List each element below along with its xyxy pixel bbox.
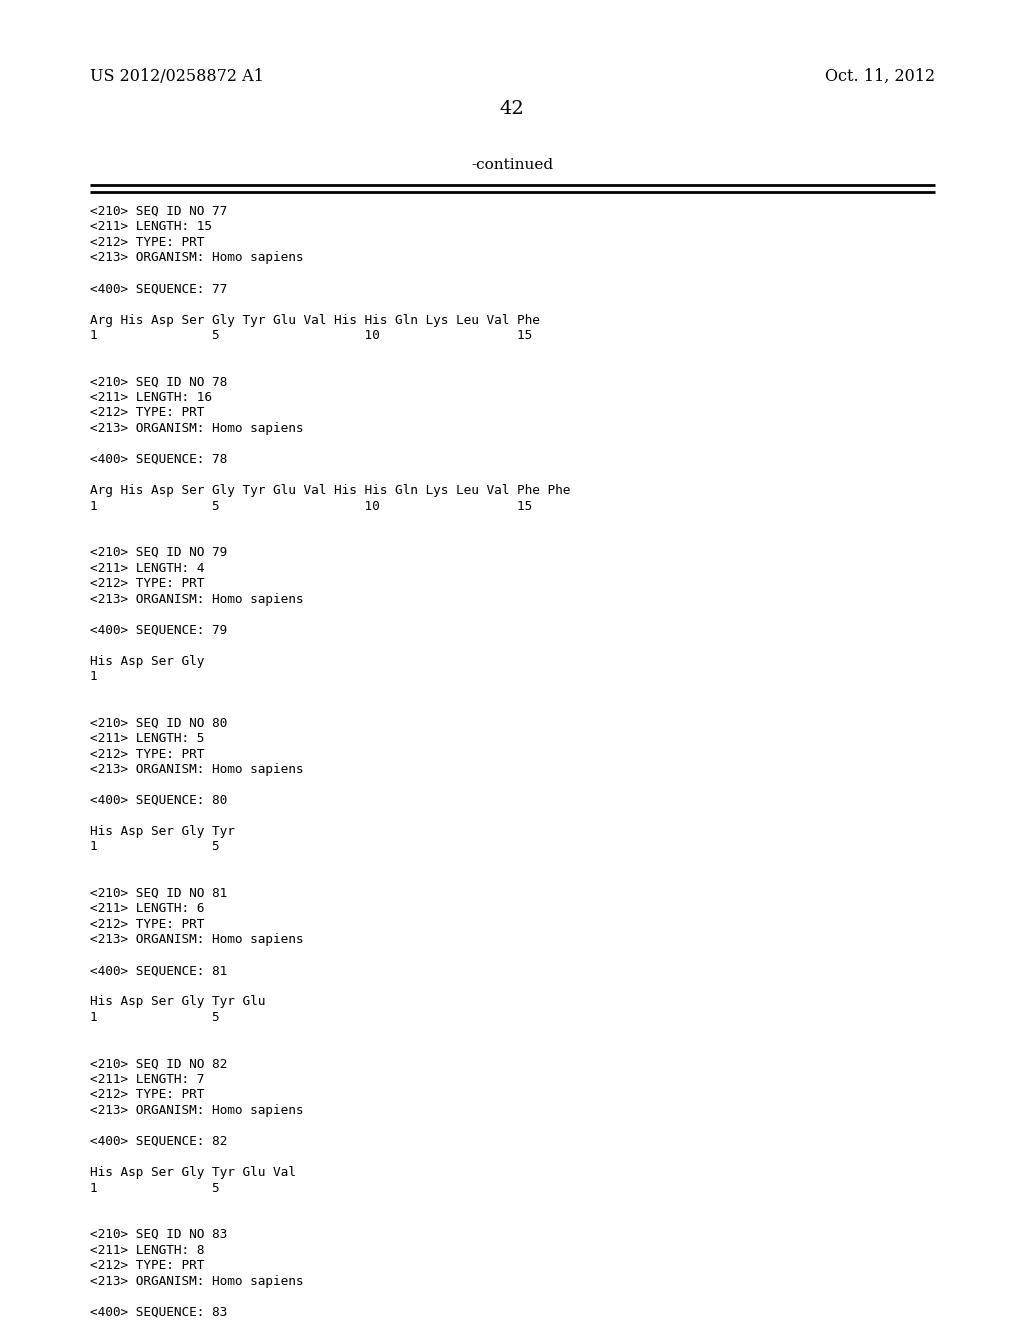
Text: <211> LENGTH: 5: <211> LENGTH: 5	[90, 733, 205, 744]
Text: <212> TYPE: PRT: <212> TYPE: PRT	[90, 577, 205, 590]
Text: <212> TYPE: PRT: <212> TYPE: PRT	[90, 236, 205, 249]
Text: <210> SEQ ID NO 83: <210> SEQ ID NO 83	[90, 1228, 227, 1241]
Text: <213> ORGANISM: Homo sapiens: <213> ORGANISM: Homo sapiens	[90, 933, 303, 946]
Text: 1               5: 1 5	[90, 1181, 219, 1195]
Text: <213> ORGANISM: Homo sapiens: <213> ORGANISM: Homo sapiens	[90, 252, 303, 264]
Text: <212> TYPE: PRT: <212> TYPE: PRT	[90, 407, 205, 420]
Text: <400> SEQUENCE: 82: <400> SEQUENCE: 82	[90, 1135, 227, 1148]
Text: -continued: -continued	[471, 158, 553, 172]
Text: 42: 42	[500, 100, 524, 117]
Text: 1               5                   10                  15: 1 5 10 15	[90, 499, 532, 512]
Text: US 2012/0258872 A1: US 2012/0258872 A1	[90, 69, 264, 84]
Text: <213> ORGANISM: Homo sapiens: <213> ORGANISM: Homo sapiens	[90, 1275, 303, 1287]
Text: <213> ORGANISM: Homo sapiens: <213> ORGANISM: Homo sapiens	[90, 1104, 303, 1117]
Text: <400> SEQUENCE: 77: <400> SEQUENCE: 77	[90, 282, 227, 296]
Text: <213> ORGANISM: Homo sapiens: <213> ORGANISM: Homo sapiens	[90, 763, 303, 776]
Text: <211> LENGTH: 6: <211> LENGTH: 6	[90, 903, 205, 916]
Text: <400> SEQUENCE: 78: <400> SEQUENCE: 78	[90, 453, 227, 466]
Text: <210> SEQ ID NO 79: <210> SEQ ID NO 79	[90, 546, 227, 558]
Text: <211> LENGTH: 4: <211> LENGTH: 4	[90, 561, 205, 574]
Text: <210> SEQ ID NO 82: <210> SEQ ID NO 82	[90, 1057, 227, 1071]
Text: <213> ORGANISM: Homo sapiens: <213> ORGANISM: Homo sapiens	[90, 422, 303, 436]
Text: 1: 1	[90, 671, 97, 682]
Text: 1               5: 1 5	[90, 1011, 219, 1024]
Text: His Asp Ser Gly: His Asp Ser Gly	[90, 655, 205, 668]
Text: 1               5: 1 5	[90, 841, 219, 854]
Text: <213> ORGANISM: Homo sapiens: <213> ORGANISM: Homo sapiens	[90, 593, 303, 606]
Text: <400> SEQUENCE: 83: <400> SEQUENCE: 83	[90, 1305, 227, 1319]
Text: <212> TYPE: PRT: <212> TYPE: PRT	[90, 747, 205, 760]
Text: <212> TYPE: PRT: <212> TYPE: PRT	[90, 917, 205, 931]
Text: <210> SEQ ID NO 78: <210> SEQ ID NO 78	[90, 375, 227, 388]
Text: <211> LENGTH: 15: <211> LENGTH: 15	[90, 220, 212, 234]
Text: <210> SEQ ID NO 77: <210> SEQ ID NO 77	[90, 205, 227, 218]
Text: <400> SEQUENCE: 79: <400> SEQUENCE: 79	[90, 623, 227, 636]
Text: His Asp Ser Gly Tyr Glu: His Asp Ser Gly Tyr Glu	[90, 995, 265, 1008]
Text: <211> LENGTH: 16: <211> LENGTH: 16	[90, 391, 212, 404]
Text: <212> TYPE: PRT: <212> TYPE: PRT	[90, 1259, 205, 1272]
Text: His Asp Ser Gly Tyr Glu Val: His Asp Ser Gly Tyr Glu Val	[90, 1166, 296, 1179]
Text: Arg His Asp Ser Gly Tyr Glu Val His His Gln Lys Leu Val Phe: Arg His Asp Ser Gly Tyr Glu Val His His …	[90, 314, 540, 326]
Text: Arg His Asp Ser Gly Tyr Glu Val His His Gln Lys Leu Val Phe Phe: Arg His Asp Ser Gly Tyr Glu Val His His …	[90, 484, 570, 498]
Text: <400> SEQUENCE: 80: <400> SEQUENCE: 80	[90, 795, 227, 807]
Text: <210> SEQ ID NO 80: <210> SEQ ID NO 80	[90, 717, 227, 730]
Text: <400> SEQUENCE: 81: <400> SEQUENCE: 81	[90, 965, 227, 978]
Text: 1               5                   10                  15: 1 5 10 15	[90, 329, 532, 342]
Text: <211> LENGTH: 8: <211> LENGTH: 8	[90, 1243, 205, 1257]
Text: <210> SEQ ID NO 81: <210> SEQ ID NO 81	[90, 887, 227, 900]
Text: His Asp Ser Gly Tyr: His Asp Ser Gly Tyr	[90, 825, 234, 838]
Text: Oct. 11, 2012: Oct. 11, 2012	[825, 69, 935, 84]
Text: <212> TYPE: PRT: <212> TYPE: PRT	[90, 1089, 205, 1101]
Text: <211> LENGTH: 7: <211> LENGTH: 7	[90, 1073, 205, 1086]
